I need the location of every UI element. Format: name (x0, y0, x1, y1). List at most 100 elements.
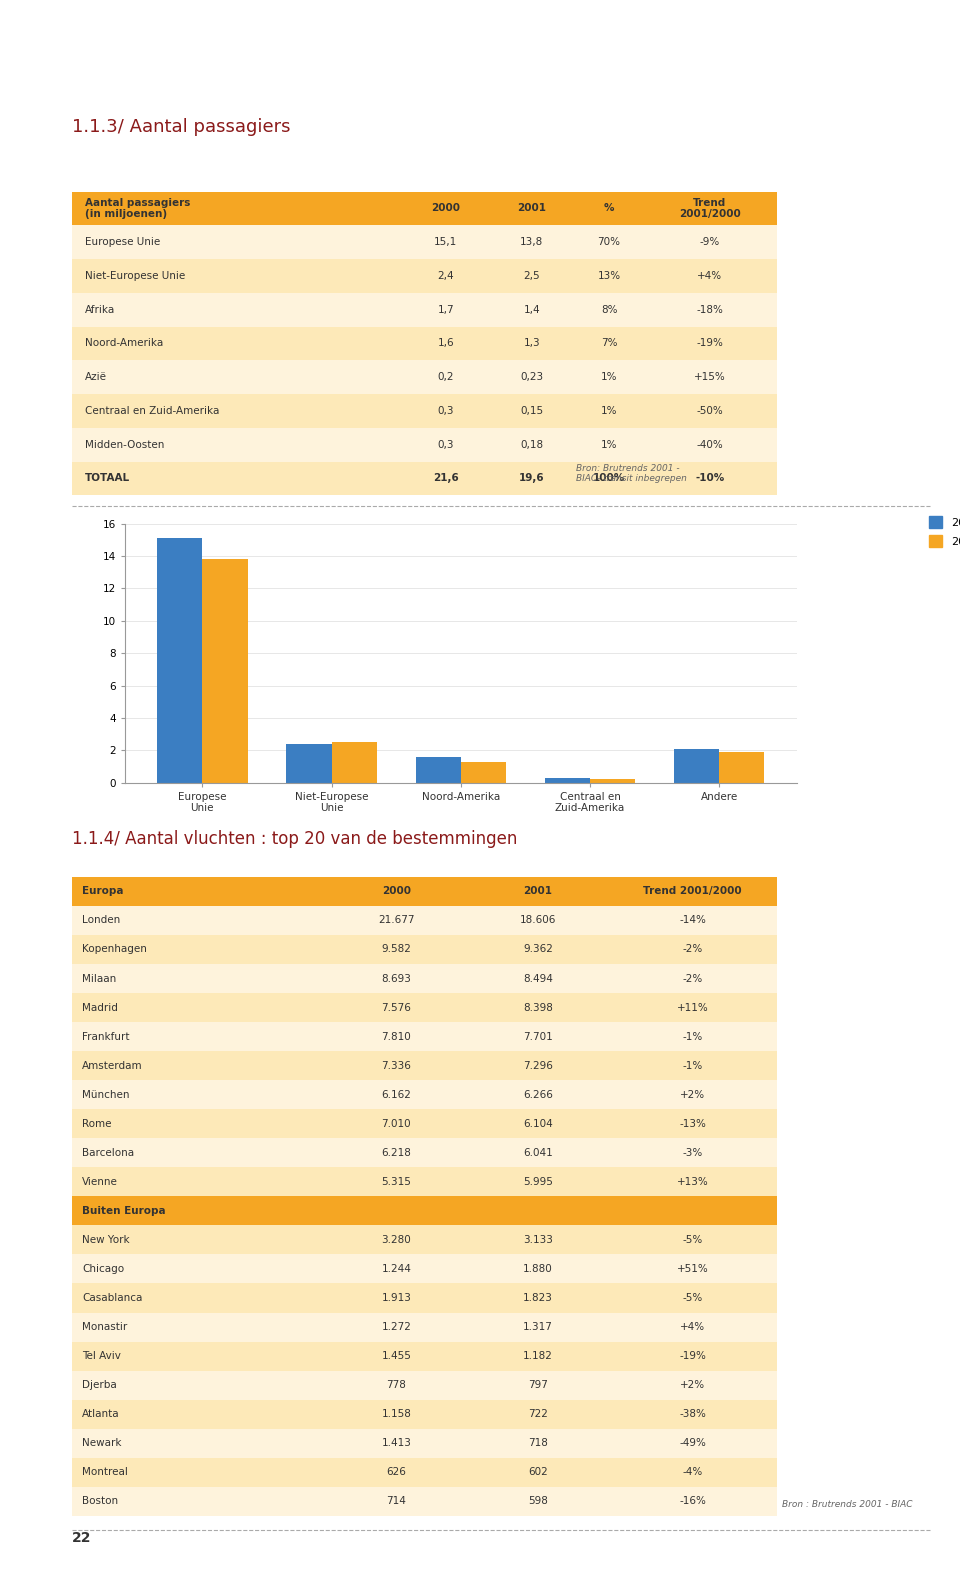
Text: Niet-Europese Unie: Niet-Europese Unie (85, 272, 185, 281)
Text: 778: 778 (387, 1380, 406, 1389)
Text: -16%: -16% (680, 1496, 707, 1506)
Text: Rome: Rome (83, 1119, 111, 1129)
Text: Midden-Oosten: Midden-Oosten (85, 440, 164, 449)
Text: -10%: -10% (695, 474, 725, 484)
Text: 18.606: 18.606 (520, 915, 556, 925)
Text: 1.823: 1.823 (523, 1294, 553, 1303)
Text: +51%: +51% (677, 1264, 708, 1273)
Text: 1.317: 1.317 (523, 1322, 553, 1331)
Text: Londen: Londen (83, 915, 120, 925)
Text: TRANSPORT: TRANSPORT (16, 397, 30, 482)
Text: -2%: -2% (683, 945, 703, 955)
Text: Casablanca: Casablanca (83, 1294, 142, 1303)
Text: 2,4: 2,4 (438, 272, 454, 281)
Text: 7.010: 7.010 (381, 1119, 411, 1129)
Bar (157, 539, 203, 783)
Text: 1.455: 1.455 (381, 1352, 411, 1361)
Text: +15%: +15% (694, 372, 726, 382)
Text: 0,2: 0,2 (438, 372, 454, 382)
Text: Milaan: Milaan (83, 973, 116, 983)
Text: Chicago: Chicago (83, 1264, 124, 1273)
Text: 1.413: 1.413 (381, 1438, 411, 1448)
Text: Buiten Europa: Buiten Europa (83, 1206, 166, 1215)
Text: -1%: -1% (683, 1031, 703, 1041)
Text: 6.218: 6.218 (381, 1148, 411, 1157)
Text: 8.693: 8.693 (381, 973, 411, 983)
Text: 2001: 2001 (523, 887, 553, 896)
Text: %: % (604, 204, 614, 214)
Text: 6.266: 6.266 (523, 1090, 553, 1099)
Text: Azië: Azië (85, 372, 108, 382)
Text: 602: 602 (528, 1468, 548, 1477)
Text: 1%: 1% (601, 407, 617, 416)
Text: 1.1.3/ Aantal passagiers: 1.1.3/ Aantal passagiers (72, 118, 291, 137)
Text: -2%: -2% (683, 973, 703, 983)
Text: -38%: -38% (680, 1410, 707, 1419)
Text: Tel Aviv: Tel Aviv (83, 1352, 121, 1361)
Text: Vienne: Vienne (83, 1178, 118, 1187)
Text: 1.913: 1.913 (381, 1294, 411, 1303)
Text: Amsterdam: Amsterdam (83, 1061, 143, 1071)
Text: 2000: 2000 (431, 204, 460, 214)
Text: 1.272: 1.272 (381, 1322, 411, 1331)
Text: 6.041: 6.041 (523, 1148, 553, 1157)
Bar (674, 749, 719, 783)
Text: +4%: +4% (697, 272, 723, 281)
Text: 7.576: 7.576 (381, 1003, 411, 1013)
Text: Bron: Brutrends 2001 -
BIAC- transit inbegrepen: Bron: Brutrends 2001 - BIAC- transit inb… (576, 463, 686, 484)
Text: -9%: -9% (700, 237, 720, 246)
Text: +13%: +13% (677, 1178, 708, 1187)
Text: 2000: 2000 (382, 887, 411, 896)
Text: Monastir: Monastir (83, 1322, 128, 1331)
Text: 7.810: 7.810 (381, 1031, 411, 1041)
Text: 8.398: 8.398 (523, 1003, 553, 1013)
Text: 797: 797 (528, 1380, 548, 1389)
Text: Atlanta: Atlanta (83, 1410, 120, 1419)
Text: 722: 722 (528, 1410, 548, 1419)
Text: Boston: Boston (83, 1496, 118, 1506)
Text: +4%: +4% (681, 1322, 706, 1331)
Text: -1%: -1% (683, 1061, 703, 1071)
Text: 1,4: 1,4 (523, 305, 540, 314)
Text: -50%: -50% (697, 407, 723, 416)
Text: 6.162: 6.162 (381, 1090, 411, 1099)
Text: 9.362: 9.362 (523, 945, 553, 955)
Text: -40%: -40% (697, 440, 723, 449)
Text: München: München (83, 1090, 130, 1099)
Text: Montreal: Montreal (83, 1468, 128, 1477)
Text: 1.880: 1.880 (523, 1264, 553, 1273)
Text: Kopenhagen: Kopenhagen (83, 945, 147, 955)
Text: -19%: -19% (680, 1352, 707, 1361)
Text: 5.315: 5.315 (381, 1178, 411, 1187)
Bar (203, 559, 248, 783)
Text: -5%: -5% (683, 1294, 703, 1303)
Text: -14%: -14% (680, 915, 707, 925)
Text: 8%: 8% (601, 305, 617, 314)
Bar (545, 777, 590, 783)
Text: 1.244: 1.244 (381, 1264, 411, 1273)
Text: -18%: -18% (697, 305, 724, 314)
Bar (286, 744, 331, 783)
Text: 22: 22 (72, 1531, 91, 1545)
Bar (416, 757, 461, 783)
Bar (461, 761, 506, 783)
Text: 21.677: 21.677 (378, 915, 415, 925)
Text: -3%: -3% (683, 1148, 703, 1157)
Text: -49%: -49% (680, 1438, 707, 1448)
Text: +2%: +2% (681, 1090, 706, 1099)
Text: 0,3: 0,3 (438, 407, 454, 416)
Text: 9.582: 9.582 (381, 945, 411, 955)
Text: 13,8: 13,8 (520, 237, 543, 246)
Text: 7.296: 7.296 (523, 1061, 553, 1071)
Text: Barcelona: Barcelona (83, 1148, 134, 1157)
Text: 3.133: 3.133 (523, 1236, 553, 1245)
Text: 0,18: 0,18 (520, 440, 543, 449)
Text: -13%: -13% (680, 1119, 707, 1129)
Text: 21,6: 21,6 (433, 474, 459, 484)
Legend: 2000, 2001: 2000, 2001 (929, 517, 960, 546)
Text: -19%: -19% (697, 339, 724, 349)
Text: Afrika: Afrika (85, 305, 115, 314)
Text: 100%: 100% (593, 474, 625, 484)
Text: New York: New York (83, 1236, 130, 1245)
Text: Madrid: Madrid (83, 1003, 118, 1013)
